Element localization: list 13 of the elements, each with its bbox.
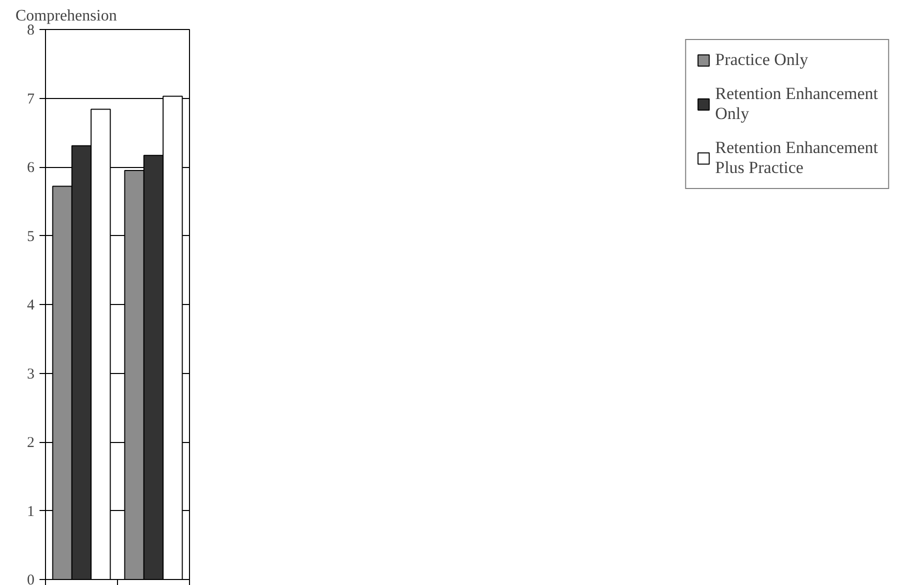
y-tick-label: 1 [27,504,34,520]
y-axis-title: Comprehension [16,8,117,24]
legend-label: Retention Enhancement Only [715,84,878,124]
y-tick-label: 3 [27,366,34,382]
y-tick-label: 0 [27,572,34,585]
legend-label: Practice Only [715,50,808,70]
y-tick-label: 5 [27,228,34,245]
y-tick-label: 6 [27,160,35,176]
y-tick-label: 8 [27,22,34,38]
y-tick-label: 4 [27,298,35,314]
y-tick-label: 2 [27,435,34,451]
legend-label: Retention Enhancement Plus Practice [715,138,878,178]
y-tick-label: 7 [27,91,35,108]
